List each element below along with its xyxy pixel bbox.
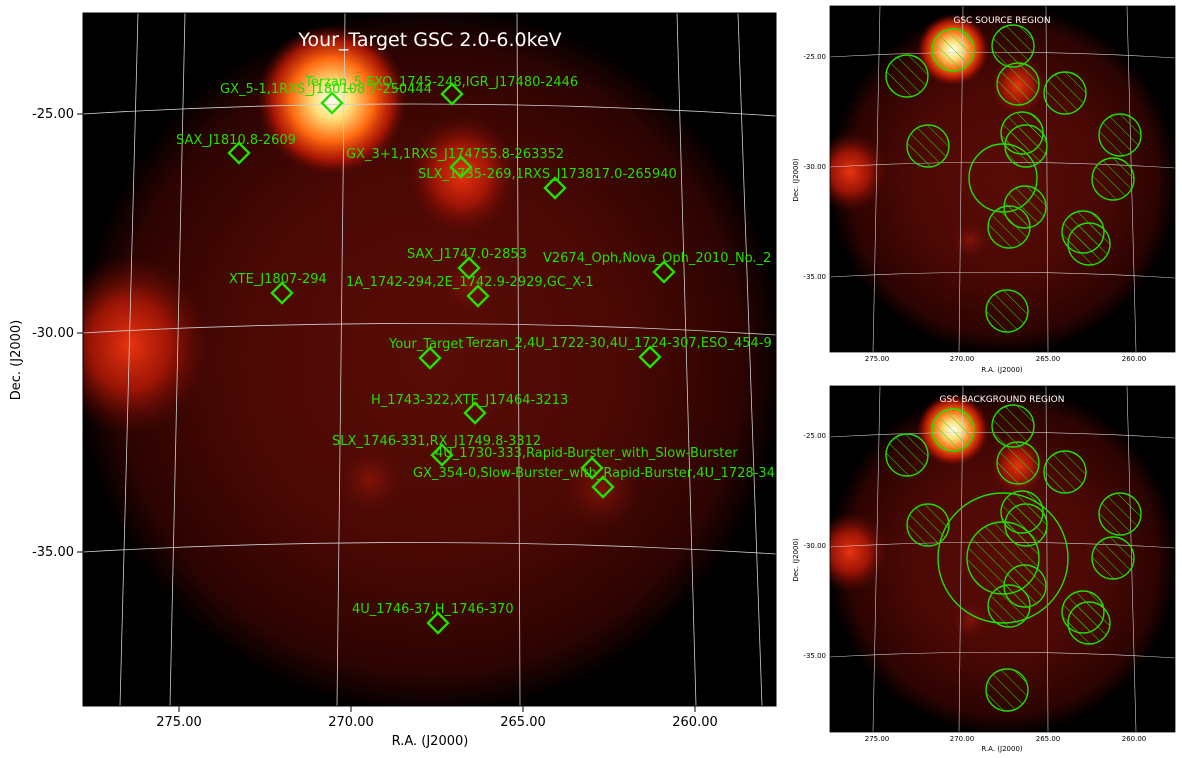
source-marker: [449, 155, 473, 179]
x-tick-label: 260.00: [672, 715, 718, 730]
target-region-circle: [968, 143, 1038, 213]
y-tick-label: -25.00: [803, 53, 826, 61]
main-image: [83, 13, 776, 706]
source-marker: [418, 346, 442, 370]
source-label: V2674_Oph,Nova_Oph_2010_No._2: [543, 251, 771, 266]
y-tick-label: -25.00: [803, 432, 826, 440]
x-tick-label: 265.00: [500, 715, 546, 730]
x-axis-label: R.A. (J2000): [981, 366, 1023, 374]
source-marker: [638, 345, 662, 369]
source-marker: [320, 91, 344, 115]
source-label: SAX_J1747.0-2853: [407, 247, 527, 262]
main-frame: [82, 12, 777, 707]
source-label: XTE_J1807-294: [229, 272, 327, 287]
x-tick-label: 270.00: [950, 735, 975, 743]
source-region-image: [830, 6, 1175, 352]
source-label: GX_354-0,Slow-Burster_with_Rapid-Burster…: [413, 466, 775, 481]
source-label: Terzan_2,4U_1722-30,4U_1724-307,ESO_454-…: [465, 336, 772, 351]
source-label: GX_5-1,1RXS_J180108.7-250444: [220, 82, 432, 97]
y-tick-label: -35.00: [803, 652, 826, 660]
y-axis-label: Dec. (J2000): [792, 538, 800, 582]
source-marker: [580, 456, 604, 480]
source-marker: [227, 141, 251, 165]
source-marker: [270, 281, 294, 305]
source-label: 1A_1742-294,2E_1742.9-2929,GC_X-1: [346, 275, 594, 290]
x-tick-label: 260.00: [1122, 355, 1147, 363]
x-axis-label: R.A. (J2000): [392, 734, 469, 749]
y-tick-label: -35.00: [803, 273, 826, 281]
y-tick-label: -25.00: [32, 107, 74, 122]
source-label: Your_Target: [388, 337, 463, 352]
source-marker: [430, 443, 454, 467]
source-label: H_1743-322,XTE_J17464-3213: [371, 393, 568, 408]
source-marker: [457, 256, 481, 280]
source-marker: [426, 611, 450, 635]
source-marker: [440, 82, 464, 106]
source-label: 4U_1730-333,Rapid-Burster_with_Slow-Burs…: [435, 446, 738, 461]
x-tick-label: 265.00: [1036, 735, 1061, 743]
source-marker: [543, 176, 567, 200]
source-label: GX_3+1,1RXS_J174755.8-263352: [346, 147, 564, 162]
background-panel-title: GSC BACKGROUND REGION: [940, 395, 1065, 405]
source-label: SLX_1735-269,1RXS_J173817.0-265940: [418, 167, 677, 182]
source-label: SAX_J1810.8-2609: [176, 133, 296, 148]
main-axes: [77, 113, 696, 712]
background-region-image: [830, 386, 1175, 732]
x-tick-label: 275.00: [865, 355, 890, 363]
y-tick-label: -30.00: [803, 163, 826, 171]
x-tick-label: 270.00: [328, 715, 374, 730]
x-tick-label: 270.00: [950, 355, 975, 363]
coordinate-grid: [83, 13, 776, 706]
y-axis-label: Dec. (J2000): [792, 158, 800, 202]
x-tick-label: 265.00: [1036, 355, 1061, 363]
source-marker: [652, 260, 676, 284]
x-tick-label: 260.00: [1122, 735, 1147, 743]
source-markers: [227, 82, 676, 635]
x-axis-label: R.A. (J2000): [981, 745, 1023, 753]
source-label: 4U_1746-37,H_1746-370: [352, 602, 514, 617]
x-tick-label: 275.00: [865, 735, 890, 743]
y-axis-label: Dec. (J2000): [9, 320, 24, 400]
source-label: Terzan_5,EXO_1745-248,IGR_J17480-2446: [304, 75, 578, 90]
source-panel-title: GSC SOURCE REGION: [953, 16, 1050, 26]
source-marker: [591, 475, 615, 499]
background-region-circles: [885, 404, 1142, 712]
y-tick-label: -30.00: [32, 326, 74, 341]
source-marker: [463, 401, 487, 425]
main-title: Your_Target GSC 2.0-6.0keV: [297, 29, 561, 51]
source-region-circles: [885, 24, 1142, 333]
source-label: SLX_1746-331,RX_J1749.8-3312: [332, 434, 541, 449]
y-tick-label: -35.00: [32, 545, 74, 560]
source-marker: [466, 284, 490, 308]
x-tick-label: 275.00: [156, 715, 202, 730]
y-tick-label: -30.00: [803, 542, 826, 550]
